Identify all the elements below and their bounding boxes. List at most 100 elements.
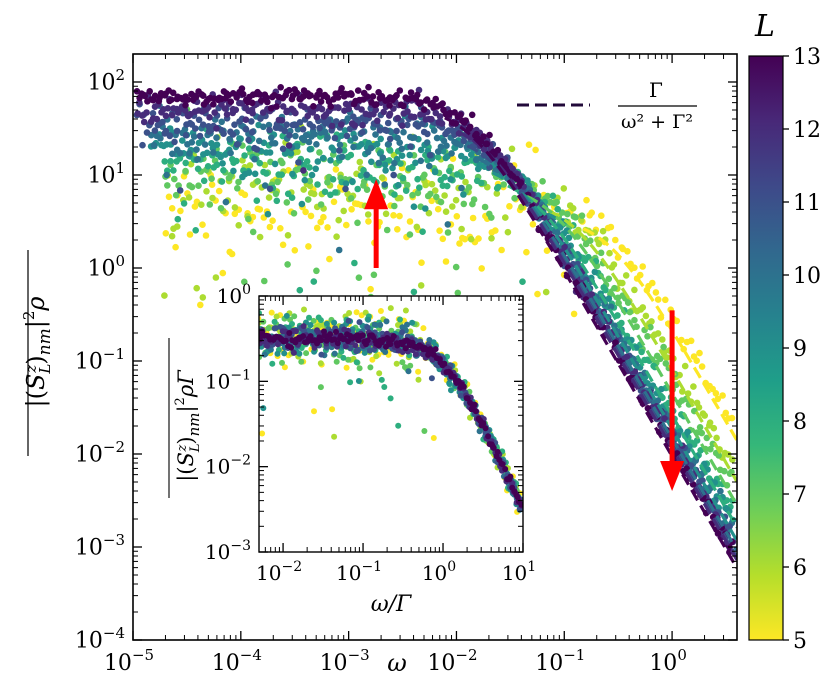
- data-point: [390, 212, 397, 219]
- data-point: [176, 149, 184, 157]
- legend: Γ ω² + Γ²: [517, 78, 697, 133]
- data-point: [269, 217, 276, 224]
- data-point: [294, 148, 301, 156]
- data-point: [211, 109, 218, 116]
- data-point: [227, 149, 234, 157]
- data-point: [492, 227, 499, 234]
- data-point: [348, 206, 355, 213]
- data-point: [477, 179, 485, 187]
- data-point: [293, 89, 301, 97]
- data-point: [631, 286, 638, 294]
- inset-data-point: [395, 422, 402, 429]
- data-point: [307, 92, 315, 99]
- data-point: [310, 190, 318, 198]
- data-point: [348, 91, 355, 98]
- inset-data-point: [371, 321, 378, 328]
- data-point: [340, 207, 348, 215]
- data-point: [272, 190, 280, 198]
- data-point: [587, 237, 594, 244]
- data-point: [370, 271, 378, 279]
- data-point: [454, 289, 462, 297]
- data-point: [703, 434, 711, 442]
- data-point: [292, 132, 299, 140]
- data-point: [424, 130, 431, 138]
- data-point: [285, 86, 293, 94]
- data-point: [376, 127, 384, 134]
- inset-data-point: [377, 322, 384, 328]
- data-point: [324, 179, 331, 186]
- data-point: [241, 278, 248, 286]
- data-point: [714, 395, 722, 403]
- data-point: [350, 143, 357, 151]
- data-point: [367, 285, 374, 293]
- data-point: [319, 154, 327, 162]
- inset-data-point: [334, 340, 341, 347]
- data-point: [213, 125, 220, 132]
- data-point: [245, 169, 253, 176]
- data-point: [647, 323, 654, 331]
- inset-y-tick-label: 10−1: [205, 367, 251, 393]
- data-point: [658, 385, 665, 393]
- inset-data-point: [387, 341, 394, 348]
- data-point: [467, 235, 475, 243]
- inset-data-point: [310, 317, 317, 324]
- data-point: [193, 146, 200, 153]
- inset-data-point: [347, 345, 354, 352]
- data-point: [605, 275, 613, 283]
- data-point: [648, 318, 655, 325]
- inset-data-point: [291, 313, 298, 320]
- data-point: [338, 85, 345, 92]
- data-point: [612, 339, 619, 346]
- data-point: [199, 221, 206, 228]
- inset-data-point: [268, 309, 275, 316]
- data-point: [267, 105, 275, 112]
- data-point: [326, 255, 333, 263]
- data-point: [654, 296, 662, 303]
- inset-data-point: [283, 312, 290, 319]
- inset-y-tick-label: 10−3: [205, 538, 251, 564]
- data-point: [673, 317, 681, 325]
- inset-data-point: [331, 336, 338, 343]
- data-point: [623, 353, 631, 361]
- inset-data-point: [311, 408, 317, 415]
- data-point: [397, 160, 404, 167]
- data-point: [611, 284, 618, 292]
- data-point: [436, 227, 443, 234]
- data-point: [466, 123, 474, 131]
- lorentzian-L5: [582, 227, 737, 442]
- data-point: [242, 116, 250, 123]
- data-point: [554, 229, 561, 237]
- data-point: [407, 143, 414, 150]
- data-point: [168, 232, 176, 240]
- data-point: [607, 223, 615, 231]
- main-x-tick-label: 10−1: [535, 646, 585, 676]
- data-point: [372, 106, 380, 114]
- data-point: [162, 112, 170, 120]
- data-point: [223, 111, 231, 118]
- data-point: [254, 178, 261, 185]
- data-point: [652, 289, 660, 296]
- data-point: [649, 279, 656, 287]
- data-point: [299, 126, 307, 133]
- inset-data-point: [296, 350, 303, 357]
- data-point: [213, 141, 221, 148]
- inset-data-point: [317, 360, 324, 367]
- data-point: [226, 135, 233, 143]
- inset-data-point: [399, 329, 406, 336]
- data-point: [631, 264, 638, 272]
- inset-data-point: [259, 430, 266, 437]
- data-point: [681, 362, 689, 370]
- data-point: [441, 173, 448, 181]
- arrow-head: [660, 461, 685, 492]
- data-point: [565, 234, 573, 242]
- data-point: [194, 155, 201, 163]
- data-point: [607, 303, 615, 311]
- data-point: [167, 157, 174, 165]
- data-point: [432, 95, 440, 103]
- colorbar-tick-label: 13: [793, 45, 821, 70]
- data-point: [462, 117, 470, 124]
- data-point: [199, 121, 207, 128]
- inset-data-point: [347, 379, 354, 386]
- data-point: [186, 231, 194, 238]
- inset-data-point: [476, 428, 483, 435]
